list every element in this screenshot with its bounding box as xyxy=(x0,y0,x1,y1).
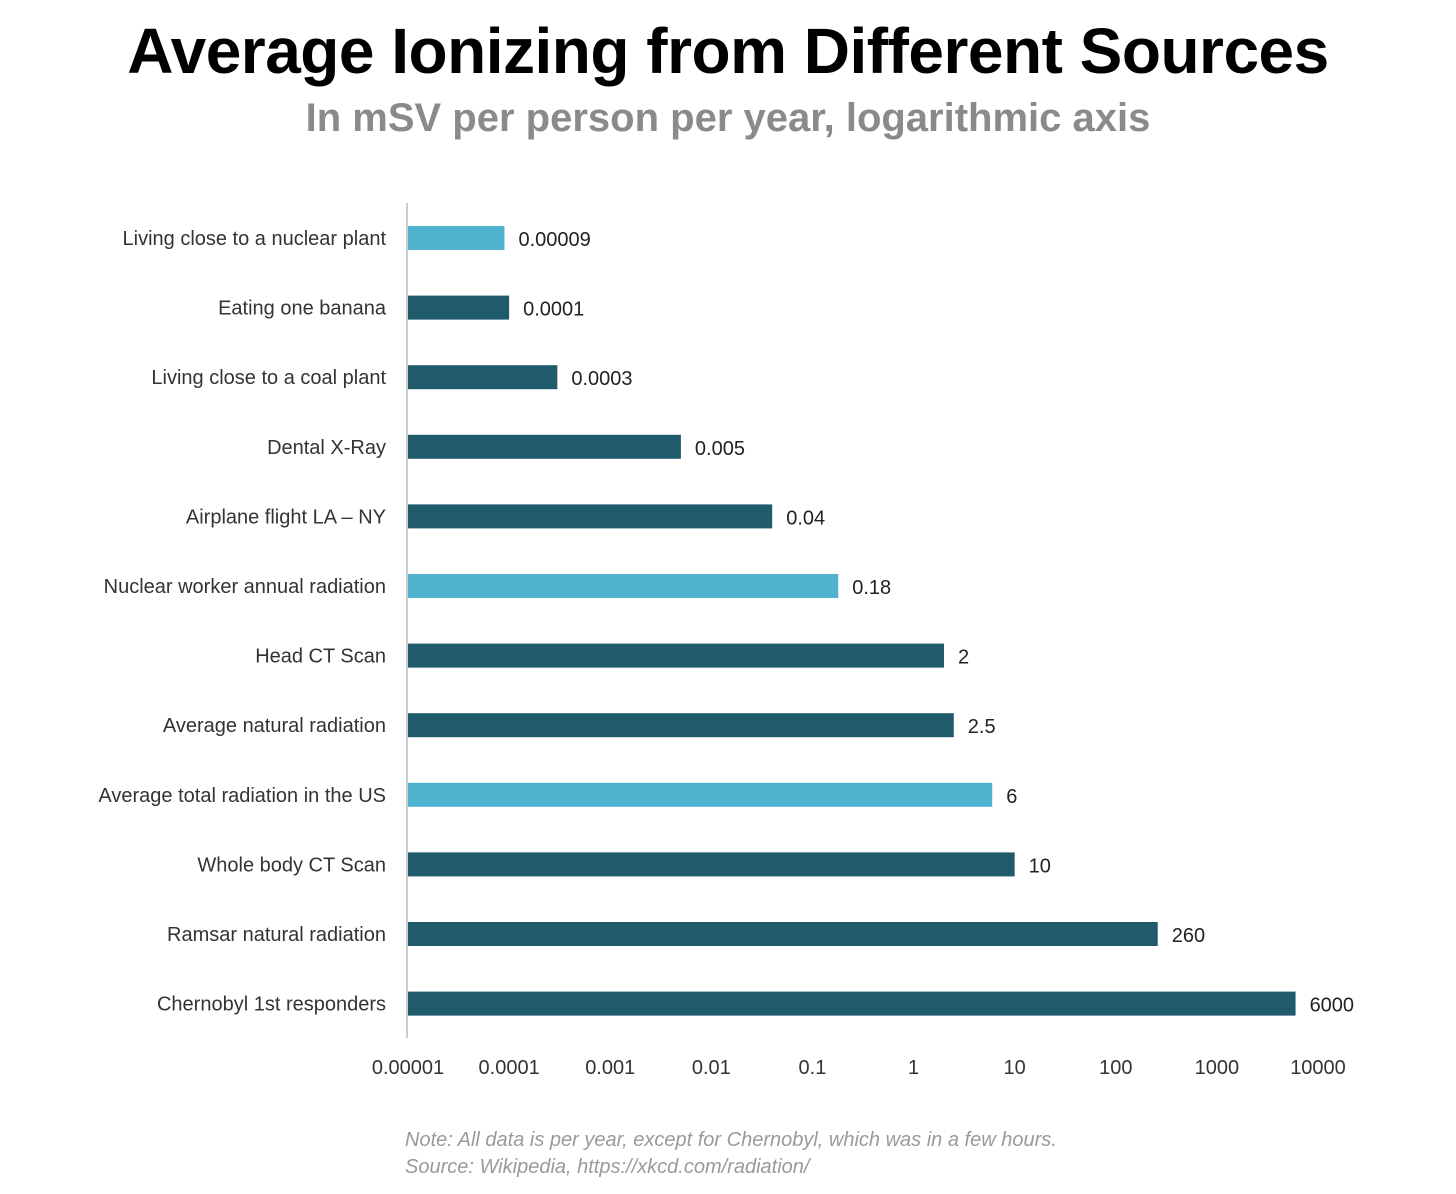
value-label: 2.5 xyxy=(968,716,996,738)
value-label: 0.0001 xyxy=(523,299,584,321)
bar xyxy=(408,574,839,598)
bar xyxy=(408,991,1296,1016)
value-label: 0.00009 xyxy=(518,229,590,251)
bars-group xyxy=(408,226,1296,1016)
category-labels: Living close to a nuclear plant Eating on… xyxy=(98,228,386,1016)
value-label: 2 xyxy=(958,647,969,669)
value-label: 0.04 xyxy=(786,507,825,529)
category-label: Chernobyl 1st responders xyxy=(157,994,386,1016)
bar xyxy=(408,852,1015,877)
bar xyxy=(408,504,773,529)
chart-title: Average Ionizing from Different Sources xyxy=(127,15,1329,87)
bar xyxy=(408,226,505,250)
bar xyxy=(408,365,558,390)
note-text: Note: All data is per year, except for C… xyxy=(405,1129,1057,1151)
x-tick-label: 0.01 xyxy=(692,1057,731,1079)
x-tick-label: 0.00001 xyxy=(372,1057,444,1079)
bar xyxy=(408,295,510,320)
category-label: Head CT Scan xyxy=(255,646,386,668)
value-labels: 0.00009 0.0001 0.0003 0.005 0.04 0.18 2 2.5 6 10 2… xyxy=(518,229,1354,1017)
category-label: Eating one banana xyxy=(218,298,387,320)
category-label: Whole body CT Scan xyxy=(197,854,386,876)
category-label: Living close to a nuclear plant xyxy=(123,228,387,250)
x-axis-tick-labels: 0.00001 0.0001 0.001 0.01 0.1 1 10 100 1000 10000 xyxy=(372,1057,1346,1079)
x-tick-label: 100 xyxy=(1099,1057,1132,1079)
x-tick-label: 0.0001 xyxy=(479,1057,540,1079)
bar xyxy=(408,922,1158,946)
x-tick-label: 1 xyxy=(908,1057,919,1079)
category-label: Nuclear worker annual radiation xyxy=(104,576,386,598)
x-tick-label: 1000 xyxy=(1195,1057,1240,1079)
category-label: Airplane flight LA – NY xyxy=(186,506,386,528)
bar xyxy=(408,643,944,668)
category-label: Living close to a coal plant xyxy=(151,367,386,389)
category-label: Ramsar natural radiation xyxy=(167,924,386,946)
value-label: 6000 xyxy=(1310,995,1355,1017)
x-tick-label: 0.001 xyxy=(585,1057,635,1079)
bar-chart: Living close to a nuclear plant Eating on… xyxy=(98,203,1354,1079)
bar xyxy=(408,782,993,807)
category-label: Average natural radiation xyxy=(163,715,386,737)
value-label: 0.005 xyxy=(695,438,745,460)
value-label: 10 xyxy=(1029,855,1051,877)
chart-subtitle: In mSV per person per year, logarithmic … xyxy=(305,96,1151,140)
value-label: 0.0003 xyxy=(571,368,632,390)
value-label: 6 xyxy=(1006,786,1017,808)
x-tick-label: 0.1 xyxy=(799,1057,827,1079)
value-label: 260 xyxy=(1172,925,1205,947)
x-tick-label: 10000 xyxy=(1290,1057,1346,1079)
bar xyxy=(408,713,954,738)
footer-note: Note: All data is per year, except for C… xyxy=(405,1127,1057,1181)
x-tick-label: 10 xyxy=(1004,1057,1026,1079)
source-text: Source: Wikipedia, https://xkcd.com/radi… xyxy=(405,1156,810,1178)
category-label: Average total radiation in the US xyxy=(98,785,386,807)
bar xyxy=(408,434,681,459)
value-label: 0.18 xyxy=(852,577,891,599)
category-label: Dental X-Ray xyxy=(267,437,386,459)
